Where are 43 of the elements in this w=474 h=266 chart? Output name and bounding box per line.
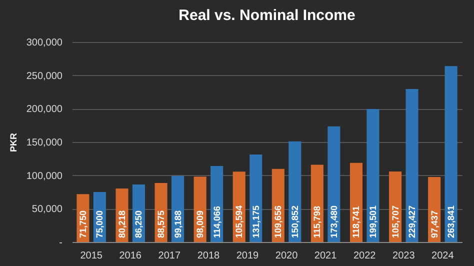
y-tick-label: 100,000: [26, 170, 63, 182]
x-tick-label: 2022: [353, 250, 376, 262]
bar: [366, 109, 380, 242]
chart-title: Real vs. Nominal Income: [178, 7, 356, 24]
x-tick-label: 2019: [236, 250, 260, 262]
x-tick-label: 2020: [275, 250, 298, 262]
data-label: 115,798: [312, 206, 322, 238]
x-tick-label: 2017: [158, 250, 181, 262]
data-label: 97,437: [429, 210, 440, 238]
data-label: 88,575: [156, 210, 166, 238]
y-tick-label: 50,000: [32, 204, 63, 216]
data-label: 105,594: [234, 205, 244, 238]
y-tick-label: 300,000: [26, 38, 63, 48]
data-label: 105,707: [390, 205, 400, 238]
data-label: 263,841: [446, 205, 456, 238]
y-tick-label: 200,000: [26, 104, 63, 116]
y-tick-label: 250,000: [26, 70, 63, 82]
bar: [406, 89, 418, 242]
x-tick-label: 2021: [314, 250, 338, 262]
data-label: 71,750: [78, 210, 88, 238]
y-axis-title: PKR: [8, 132, 18, 152]
data-label: 229,427: [407, 205, 417, 238]
data-label: 99,188: [172, 210, 183, 238]
data-label: 199,501: [368, 205, 378, 238]
data-label: 173,480: [328, 205, 339, 238]
bar: [328, 126, 340, 242]
data-label: 118,741: [351, 206, 362, 238]
y-tick-label: 150,000: [26, 138, 63, 148]
y-tick-label: -: [59, 238, 62, 248]
data-label: 114,066: [212, 206, 222, 238]
data-label: 86,250: [134, 210, 144, 238]
data-label: 98,009: [195, 210, 206, 238]
x-tick-label: 2018: [197, 250, 220, 262]
data-label: 75,000: [94, 210, 105, 238]
x-tick-label: 2016: [119, 250, 142, 262]
data-label: 109,656: [273, 205, 284, 238]
x-tick-label: 2024: [432, 250, 454, 262]
x-tick-label: 2023: [392, 250, 416, 262]
x-tick-label: 2015: [80, 250, 103, 262]
bar: [444, 66, 458, 242]
data-label: 131,175: [250, 205, 261, 238]
data-label: 150,852: [290, 205, 300, 238]
data-label: 80,218: [117, 210, 127, 238]
